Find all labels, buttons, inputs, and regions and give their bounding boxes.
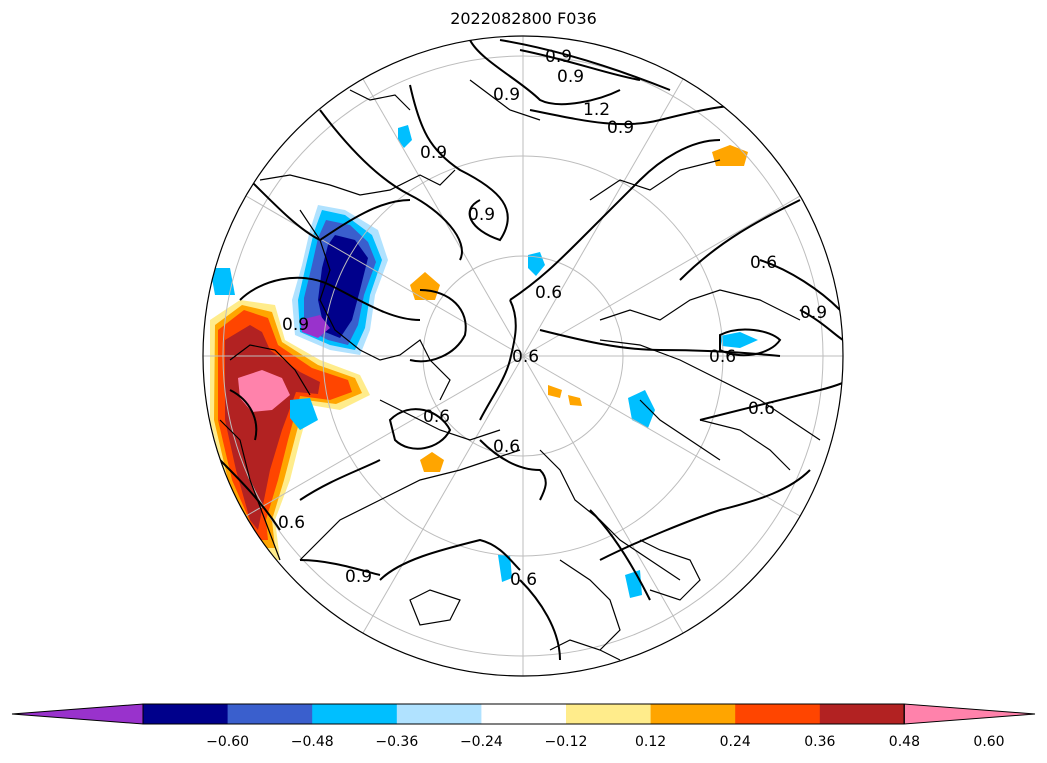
- colorbar-tick-label: −0.36: [375, 734, 419, 750]
- colorbar-tick-label: 0.12: [635, 734, 667, 750]
- contour-label: 0.9: [282, 315, 309, 335]
- cold-anomaly-small-8: [290, 398, 318, 430]
- colorbar: [11, 703, 1036, 725]
- cold-anomaly-small-1: [398, 125, 412, 148]
- colorbar-extend-right: [903, 703, 1036, 725]
- warm-anomaly-small-1: [410, 272, 440, 300]
- colorbar-cell: [481, 704, 567, 724]
- colorbar-cell: [143, 704, 229, 724]
- colorbar-tick-label: −0.24: [459, 734, 503, 750]
- colorbar-tick-label: 0.48: [888, 734, 920, 750]
- colorbar-frame: [142, 703, 905, 725]
- cold-anomaly-scandinavia-5: [300, 315, 330, 338]
- warm-anomaly-small-5: [568, 395, 582, 406]
- colorbar-extend-left: [11, 703, 144, 725]
- contour-label: 0.9: [800, 303, 827, 323]
- colorbar-cell: [566, 704, 652, 724]
- warm-anomaly-small-3: [712, 145, 748, 166]
- colorbar-tick-label: 0.36: [804, 734, 836, 750]
- cold-anomaly-small-7: [210, 268, 235, 295]
- map-content: 0.9 0.9 1.2 0.9 0.9 0.9 0.6 0.6 0.6 0.6 …: [203, 36, 843, 676]
- contour-label: 0.6: [709, 347, 736, 367]
- colorbar-cell: [650, 704, 736, 724]
- shading-layer: [210, 125, 758, 598]
- contour-label: 0.6: [512, 347, 539, 367]
- contour-label: 0.6: [423, 407, 450, 427]
- contour-label: 0.9: [468, 205, 495, 225]
- colorbar-cell: [312, 704, 398, 724]
- contour-label: 0.6: [510, 570, 537, 590]
- polar-map: 0.9 0.9 1.2 0.9 0.9 0.9 0.6 0.6 0.6 0.6 …: [202, 35, 844, 677]
- contour-lines: [219, 39, 843, 661]
- map-boundary: [202, 35, 844, 677]
- graticule: [203, 36, 843, 676]
- colorbar-cell: [819, 704, 905, 724]
- contour-label: 0.6: [493, 437, 520, 457]
- contour-label: 0.9: [345, 567, 372, 587]
- cold-anomaly-small-4: [628, 390, 655, 428]
- contour-label: 0.9: [493, 85, 520, 105]
- colorbar-tick-label: −0.60: [206, 734, 250, 750]
- colorbar-cell: [227, 704, 313, 724]
- cold-anomaly-small-3: [720, 332, 758, 348]
- contour-label: 0.9: [607, 118, 634, 138]
- contour-label: 0.6: [750, 253, 777, 273]
- warm-anomaly-small-4: [548, 385, 562, 398]
- cold-anomaly-small-6: [625, 570, 642, 598]
- map-title: 2022082800 F036: [450, 9, 597, 28]
- colorbar-cell: [735, 704, 821, 724]
- colorbar-tick-label: 0.24: [719, 734, 751, 750]
- contour-label: 0.9: [545, 47, 572, 67]
- colorbar-tick-label: −0.48: [290, 734, 334, 750]
- contour-label: 1.2: [583, 100, 610, 120]
- warm-anomaly-small-2: [420, 452, 444, 472]
- contour-label: 0.6: [278, 513, 305, 533]
- colorbar-cells: [11, 703, 1036, 725]
- warm-anomaly-europe-5: [238, 370, 290, 412]
- colorbar-cell: [396, 704, 482, 724]
- colorbar-tick-label: 0.60: [973, 734, 1005, 750]
- contour-label: 0.6: [748, 399, 775, 419]
- coastlines: [219, 79, 821, 661]
- cold-anomaly-scandinavia-4: [318, 235, 368, 338]
- cold-anomaly-small-2: [528, 252, 545, 276]
- colorbar-tick-label: −0.12: [544, 734, 588, 750]
- cold-anomaly-small-5: [498, 555, 512, 582]
- contour-label: 0.9: [557, 67, 584, 87]
- contour-labels: 0.9 0.9 1.2 0.9 0.9 0.9 0.6 0.6 0.6 0.6 …: [278, 47, 827, 590]
- contour-label: 0.6: [535, 283, 562, 303]
- contour-label: 0.9: [420, 143, 447, 163]
